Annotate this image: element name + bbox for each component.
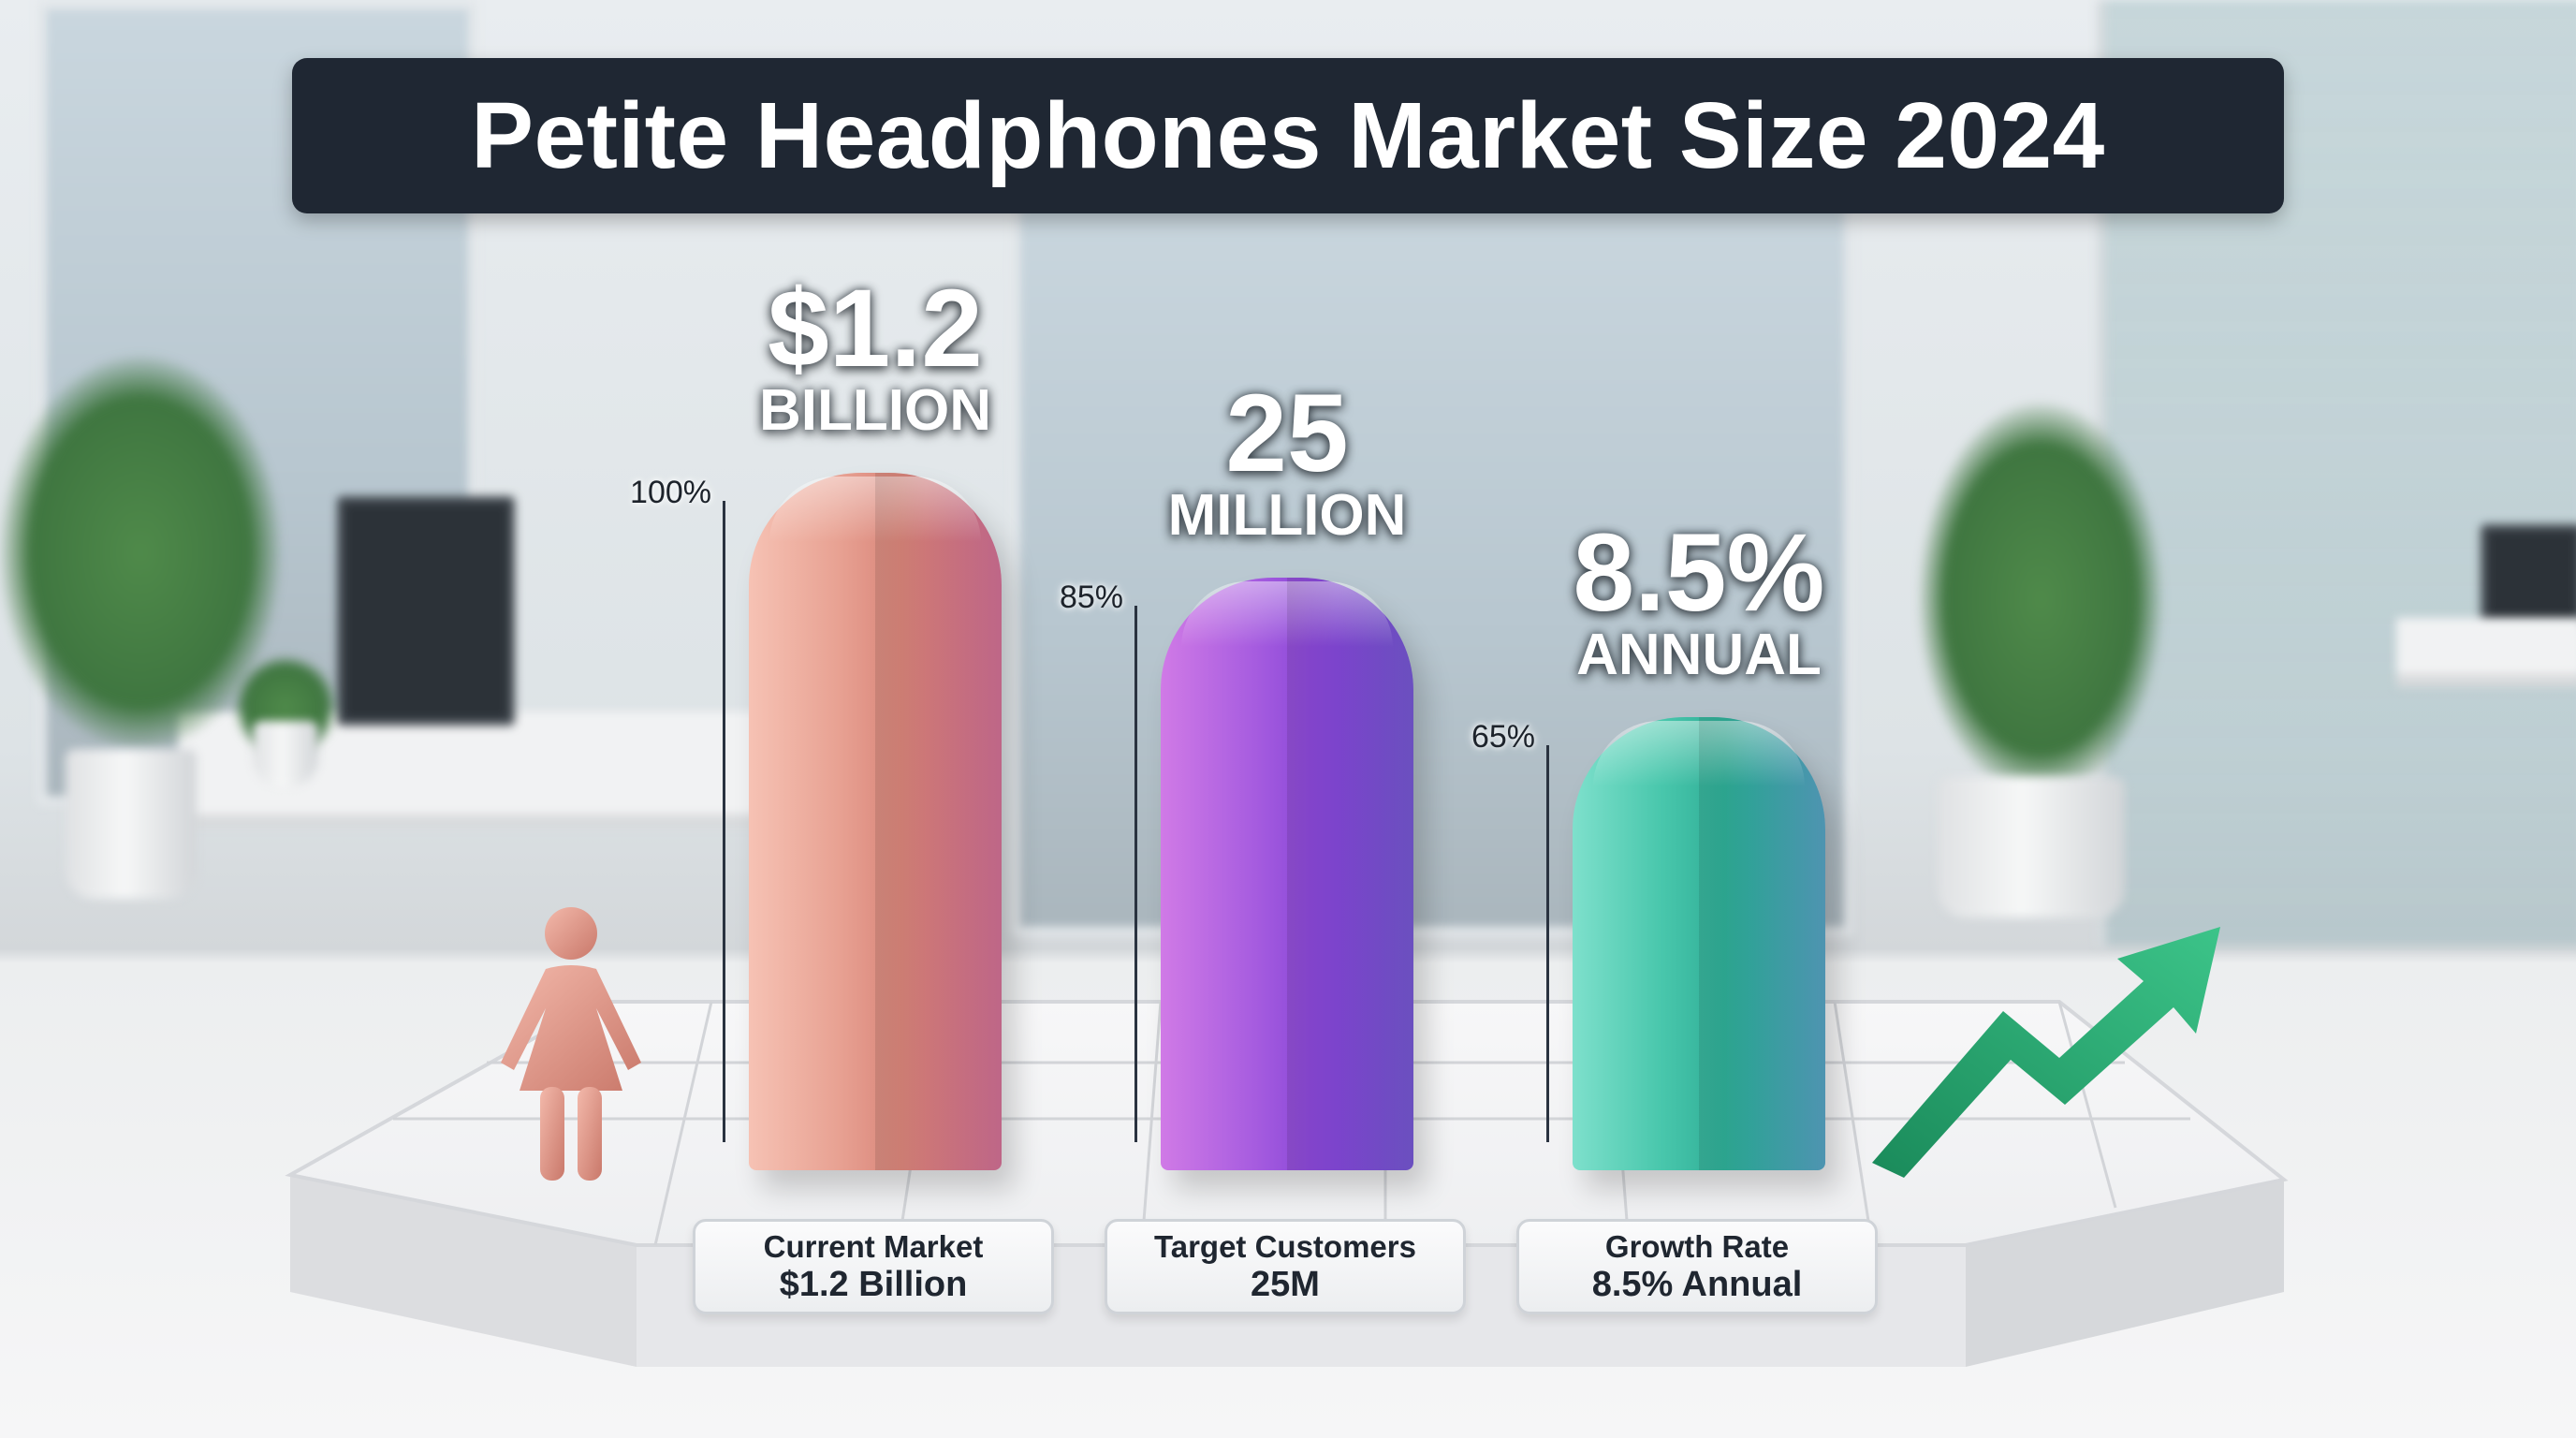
bar-2 — [1161, 578, 1413, 1170]
bar-2-headline-unit: MILLION — [1167, 483, 1407, 548]
category-card-3: Growth Rate 8.5% Annual — [1516, 1219, 1878, 1314]
bar-1-scale-line — [723, 501, 725, 1142]
bar-3-headline-unit: ANNUAL — [1576, 623, 1822, 687]
bar-3-percent-label: 65% — [1471, 719, 1535, 755]
bar-1-headline: $1.2 BILLION — [665, 267, 1086, 443]
background-plant-small-pot — [253, 721, 318, 786]
bar-2-headline: 25 MILLION — [1076, 372, 1498, 548]
woman-figure-icon — [501, 907, 641, 1181]
background-plant-left-pot — [66, 749, 197, 899]
category-card-1: Current Market $1.2 Billion — [693, 1219, 1054, 1314]
background-plant-right-pot — [1938, 777, 2125, 917]
bar-2-scale-line — [1134, 606, 1137, 1142]
category-label-1: Current Market — [763, 1229, 984, 1264]
bar-3-headline: 8.5% ANNUAL — [1488, 511, 1910, 687]
background-desk-right — [2396, 618, 2576, 687]
category-value-3: 8.5% Annual — [1591, 1265, 1803, 1304]
growth-arrow-icon — [1872, 927, 2220, 1178]
bar-1-percent-label: 100% — [630, 475, 711, 510]
title-banner: Petite Headphones Market Size 2024 — [292, 58, 2284, 213]
bar-1 — [749, 473, 1002, 1170]
category-value-1: $1.2 Billion — [779, 1265, 968, 1304]
category-card-2: Target Customers 25M — [1105, 1219, 1466, 1314]
bar-2-headline-value: 25 — [1225, 372, 1349, 495]
bar-1-headline-unit: BILLION — [759, 378, 991, 443]
bar-2-percent-label: 85% — [1059, 580, 1123, 615]
bar-3-headline-value: 8.5% — [1573, 511, 1825, 635]
background-monitor-left — [337, 496, 515, 726]
background-plant-left-foliage — [0, 356, 281, 749]
background-plant-right-foliage — [1919, 403, 2162, 796]
category-label-2: Target Customers — [1154, 1229, 1416, 1264]
chart-title: Petite Headphones Market Size 2024 — [471, 82, 2105, 188]
category-value-2: 25M — [1251, 1265, 1320, 1304]
bar-1-headline-value: $1.2 — [768, 267, 983, 390]
bar-3 — [1573, 717, 1825, 1170]
bar-3-scale-line — [1546, 745, 1549, 1142]
category-label-3: Growth Rate — [1604, 1229, 1790, 1264]
